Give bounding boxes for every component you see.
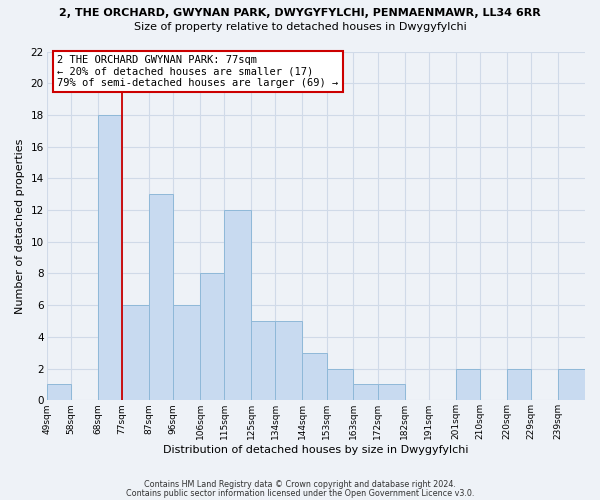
Bar: [122, 305, 149, 400]
Bar: [558, 368, 585, 400]
Bar: [173, 305, 200, 400]
Bar: [275, 321, 302, 400]
Text: 2, THE ORCHARD, GWYNAN PARK, DWYGYFYLCHI, PENMAENMAWR, LL34 6RR: 2, THE ORCHARD, GWYNAN PARK, DWYGYFYLCHI…: [59, 8, 541, 18]
Bar: [98, 115, 122, 401]
Text: Size of property relative to detached houses in Dwygyfylchi: Size of property relative to detached ho…: [134, 22, 466, 32]
Text: 2 THE ORCHARD GWYNAN PARK: 77sqm
← 20% of detached houses are smaller (17)
79% o: 2 THE ORCHARD GWYNAN PARK: 77sqm ← 20% o…: [58, 55, 338, 88]
Bar: [224, 210, 251, 400]
Bar: [302, 352, 326, 401]
Bar: [456, 368, 480, 400]
Bar: [200, 274, 224, 400]
Bar: [251, 321, 275, 400]
Y-axis label: Number of detached properties: Number of detached properties: [15, 138, 25, 314]
Bar: [353, 384, 378, 400]
Bar: [507, 368, 531, 400]
Bar: [326, 368, 353, 400]
Bar: [378, 384, 404, 400]
Bar: [47, 384, 71, 400]
Bar: [149, 194, 173, 400]
Text: Contains HM Land Registry data © Crown copyright and database right 2024.: Contains HM Land Registry data © Crown c…: [144, 480, 456, 489]
Text: Contains public sector information licensed under the Open Government Licence v3: Contains public sector information licen…: [126, 488, 474, 498]
X-axis label: Distribution of detached houses by size in Dwygyfylchi: Distribution of detached houses by size …: [163, 445, 469, 455]
